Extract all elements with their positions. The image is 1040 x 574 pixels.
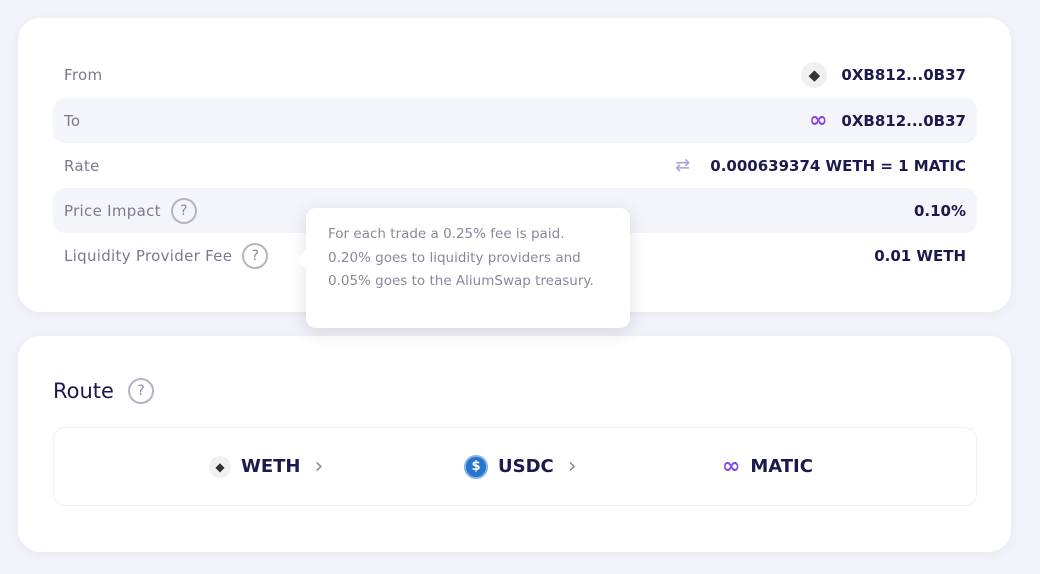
usdc-icon: $ (464, 454, 488, 479)
polygon-icon: ∞ (722, 454, 741, 479)
help-icon[interactable]: ? (170, 197, 197, 224)
chevron-right-icon: › (314, 454, 324, 479)
token-label: MATIC (750, 456, 813, 477)
route-hop: ◆ WETH › (209, 454, 323, 479)
eth-icon: ◆ (801, 61, 828, 88)
rate-value: 0.000639374 WETH = 1 MATIC (710, 156, 966, 175)
tooltip-text: For each trade a 0.25% fee is paid. 0.20… (328, 226, 594, 289)
from-address: 0XB812...0B37 (841, 65, 966, 84)
price-impact-label: Price Impact (64, 201, 161, 220)
chevron-right-icon: › (567, 454, 577, 479)
route-hop: $ USDC › (464, 454, 577, 479)
lp-fee-label: Liquidity Provider Fee (64, 246, 233, 265)
from-row: From ◆ 0XB812...0B37 (53, 52, 977, 97)
lp-fee-tooltip: For each trade a 0.25% fee is paid. 0.20… (306, 208, 630, 328)
price-impact-value: 0.10% (913, 201, 966, 220)
to-address: 0XB812...0B37 (841, 111, 966, 130)
route-title: Route (53, 379, 114, 403)
swap-arrows-icon[interactable]: ⇄ (675, 155, 691, 176)
lp-fee-row: Liquidity Provider Fee? 0.01 WETH (53, 233, 977, 278)
route-card: Route? ◆ WETH › $ USDC › ∞ MATIC (18, 336, 1011, 552)
polygon-icon: ∞ (809, 108, 828, 133)
token-label: USDC (498, 456, 554, 477)
route-hop: ∞ MATIC (722, 454, 813, 479)
token-label: WETH (241, 456, 301, 477)
from-label: From (64, 65, 103, 84)
to-label: To (64, 111, 81, 130)
rate-row: Rate ⇄ 0.000639374 WETH = 1 MATIC (53, 143, 977, 188)
route-path: ◆ WETH › $ USDC › ∞ MATIC (53, 427, 977, 506)
help-icon[interactable]: ? (127, 378, 154, 404)
eth-icon: ◆ (209, 455, 231, 478)
help-icon[interactable]: ? (242, 242, 269, 269)
rate-label: Rate (64, 156, 100, 175)
to-row: To ∞ 0XB812...0B37 (53, 98, 977, 143)
lp-fee-value: 0.01 WETH (874, 246, 966, 265)
